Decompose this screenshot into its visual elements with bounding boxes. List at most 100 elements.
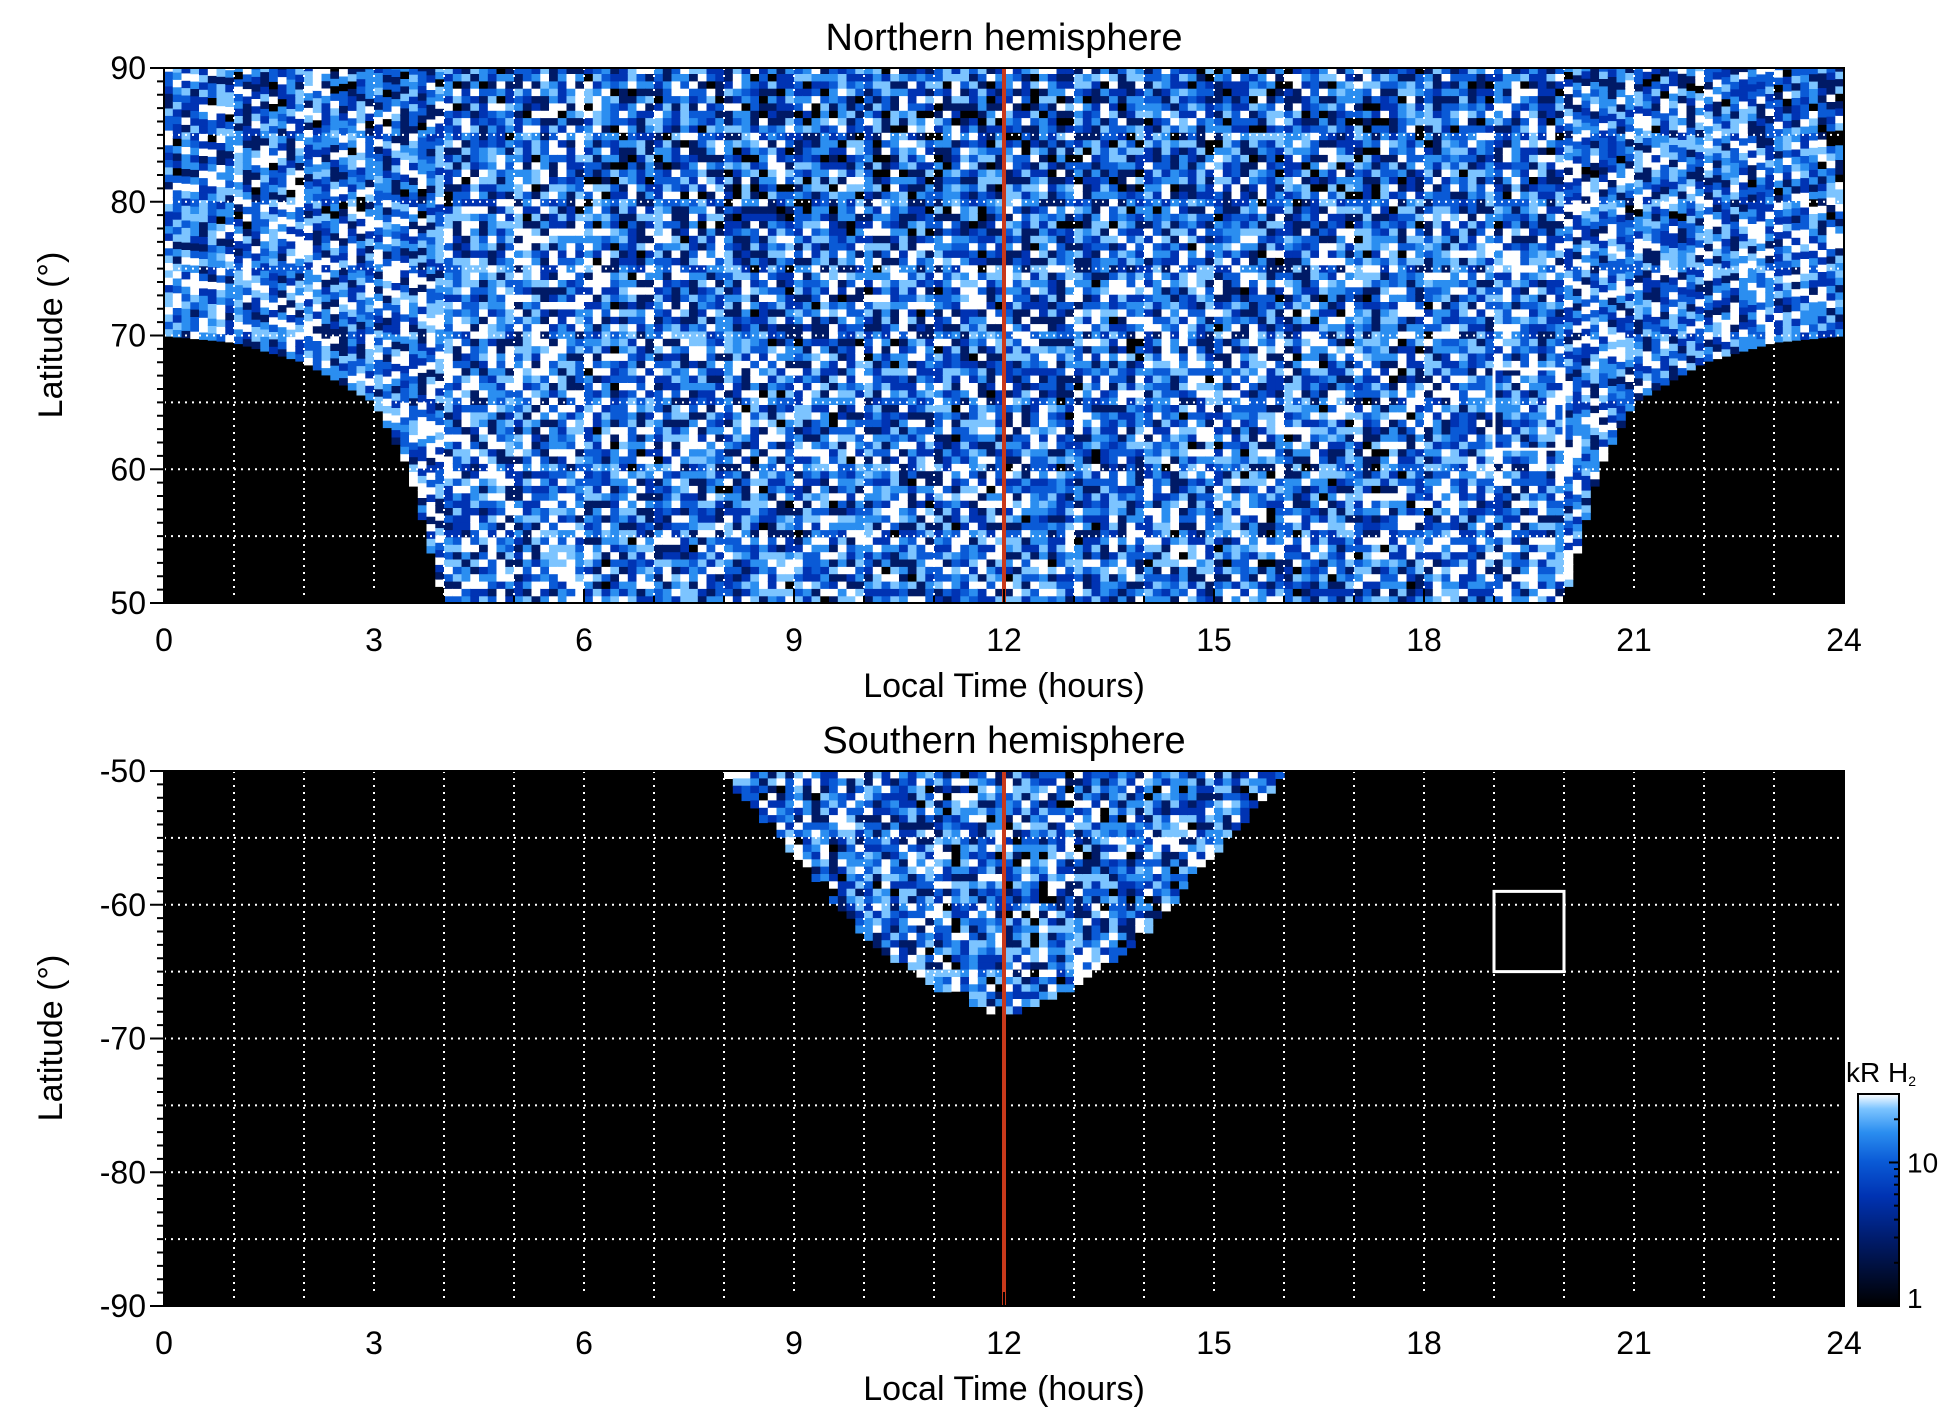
emission-cell xyxy=(549,441,559,450)
emission-cell xyxy=(479,257,489,266)
emission-cell xyxy=(470,316,480,325)
emission-cell xyxy=(636,294,646,302)
emission-cell xyxy=(610,419,620,428)
emission-cell xyxy=(409,81,419,90)
emission-cell xyxy=(759,95,769,104)
emission-cell xyxy=(496,507,506,516)
emission-cell xyxy=(750,220,760,229)
emission-cell xyxy=(172,263,183,272)
emission-cell xyxy=(391,113,401,122)
emission-cell xyxy=(531,551,541,560)
emission-cell xyxy=(689,352,699,361)
emission-cell xyxy=(295,243,305,252)
emission-cell xyxy=(741,352,751,361)
emission-cell xyxy=(234,306,244,315)
emission-cell xyxy=(260,292,270,301)
emission-cell xyxy=(347,286,358,295)
emission-cell xyxy=(601,566,611,575)
emission-cell xyxy=(855,183,865,192)
emission-cell xyxy=(461,588,471,597)
emission-cell xyxy=(776,88,786,97)
emission-cell xyxy=(382,420,393,429)
emission-cell xyxy=(260,284,270,293)
emission-cell xyxy=(820,227,830,236)
emission-cell xyxy=(234,336,244,345)
emission-cell xyxy=(461,161,471,170)
emission-cell xyxy=(627,382,638,391)
emission-cell xyxy=(304,99,314,108)
emission-cell xyxy=(479,500,489,508)
emission-cell xyxy=(400,100,410,109)
emission-cell xyxy=(575,463,585,472)
emission-cell xyxy=(636,183,646,192)
emission-cell xyxy=(216,252,226,261)
emission-cell xyxy=(269,302,279,310)
emission-cell xyxy=(645,522,655,531)
emission-cell xyxy=(461,88,471,97)
emission-cell xyxy=(234,269,244,278)
emission-cell xyxy=(549,352,559,361)
emission-cell xyxy=(391,245,401,254)
emission-cell xyxy=(435,314,445,323)
emission-cell xyxy=(855,169,865,177)
emission-cell xyxy=(610,205,620,214)
emission-cell xyxy=(689,367,699,376)
emission-cell xyxy=(829,316,839,325)
emission-cell xyxy=(715,448,725,457)
emission-cell xyxy=(689,426,699,435)
emission-cell xyxy=(820,117,830,126)
emission-cell xyxy=(732,264,743,273)
emission-cell xyxy=(514,308,524,317)
emission-cell xyxy=(654,117,664,126)
emission-cell xyxy=(242,117,253,126)
emission-cell xyxy=(636,227,646,236)
emission-cell xyxy=(461,573,471,582)
emission-cell xyxy=(286,159,296,168)
emission-cell xyxy=(190,169,200,178)
emission-cell xyxy=(452,580,463,589)
emission-cell xyxy=(785,279,795,288)
emission-cell xyxy=(846,397,856,405)
emission-cell xyxy=(697,264,708,273)
emission-cell xyxy=(829,411,839,420)
emission-cell xyxy=(811,455,821,464)
emission-cell xyxy=(724,117,734,126)
emission-cell xyxy=(304,350,314,358)
emission-cell xyxy=(557,73,568,82)
emission-cell xyxy=(557,146,568,155)
emission-cell xyxy=(645,470,655,479)
emission-cell xyxy=(645,507,655,516)
emission-cell xyxy=(400,122,410,131)
emission-cell xyxy=(671,382,681,391)
emission-cell xyxy=(645,169,655,177)
emission-cell xyxy=(689,323,699,332)
emission-cell xyxy=(654,352,664,361)
emission-cell xyxy=(680,316,690,325)
emission-cell xyxy=(461,117,471,126)
emission-cell xyxy=(575,257,585,266)
emission-cell xyxy=(706,558,716,567)
emission-cell xyxy=(444,279,454,288)
emission-cell xyxy=(750,205,760,214)
emission-cell xyxy=(505,433,515,442)
emission-cell xyxy=(242,110,253,119)
emission-cell xyxy=(356,277,366,286)
emission-cell xyxy=(575,419,585,428)
emission-cell xyxy=(820,213,830,222)
emission-cell xyxy=(374,388,384,397)
emission-cell xyxy=(444,191,454,200)
emission-cell xyxy=(715,573,725,582)
emission-cell xyxy=(610,316,620,325)
emission-cell xyxy=(452,227,463,236)
emission-cell xyxy=(505,323,515,332)
emission-cell xyxy=(741,161,751,170)
emission-cell xyxy=(470,441,480,450)
emission-cell xyxy=(426,391,436,399)
emission-cell xyxy=(277,157,288,166)
emission-cell xyxy=(470,352,480,361)
emission-cell xyxy=(557,477,568,486)
emission-cell xyxy=(452,411,463,420)
emission-cell xyxy=(522,338,533,347)
emission-cell xyxy=(260,240,270,249)
emission-cell xyxy=(811,139,821,148)
